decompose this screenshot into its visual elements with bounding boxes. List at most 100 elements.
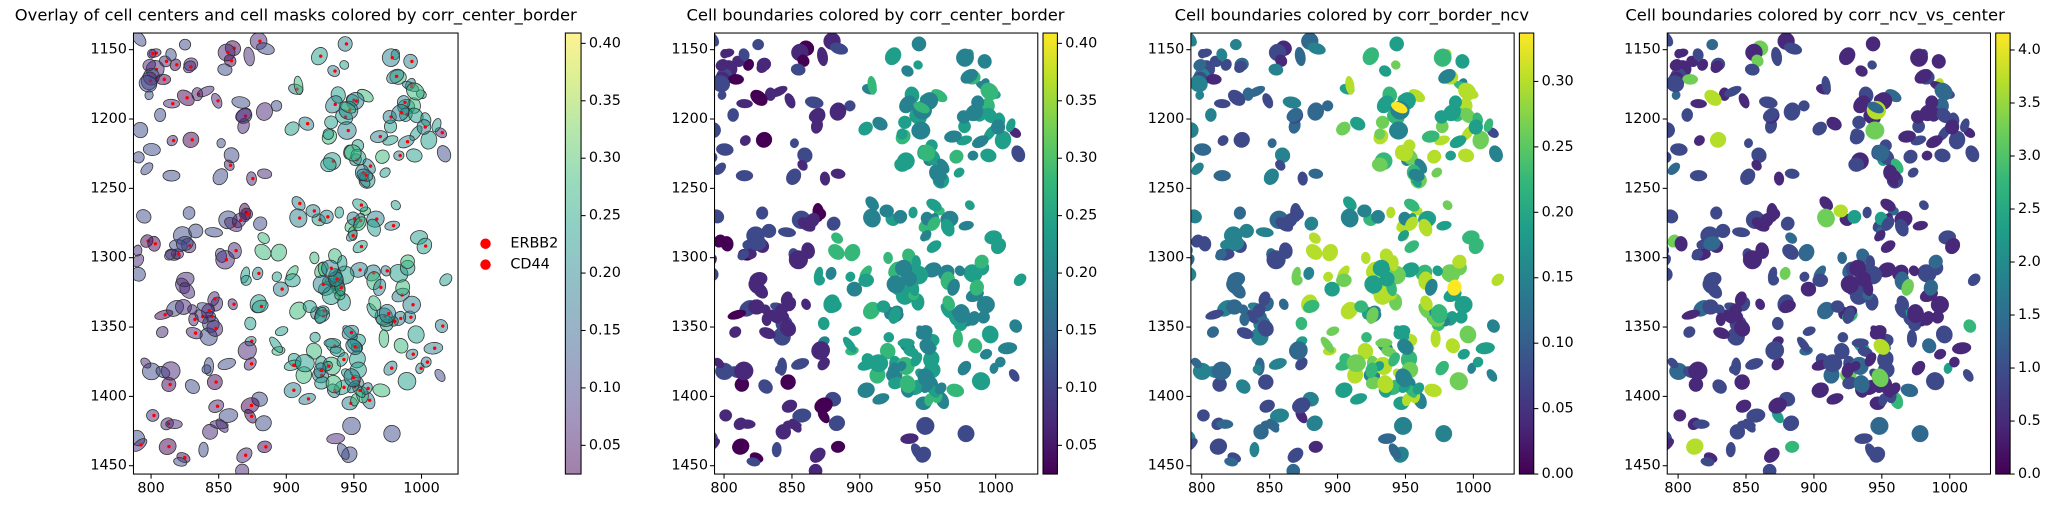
x-tick-label: 850 <box>1256 480 1283 496</box>
y-tick-label: 1450 <box>671 458 708 474</box>
cell-center <box>207 308 211 313</box>
cell <box>900 433 919 444</box>
cell-center <box>403 100 407 104</box>
x-tick-label: 800 <box>1188 480 1215 496</box>
cell <box>1257 320 1274 337</box>
cell <box>1784 168 1800 179</box>
cell <box>1226 236 1245 251</box>
cell <box>930 168 947 182</box>
cell <box>204 227 223 238</box>
cell <box>198 441 209 458</box>
cell <box>1213 170 1231 182</box>
cell <box>1873 338 1890 355</box>
cell <box>981 325 999 344</box>
cell <box>732 438 750 455</box>
cell <box>738 48 750 61</box>
cell <box>1898 130 1916 143</box>
cell-center <box>257 271 261 276</box>
cell <box>223 147 240 164</box>
x-tick-label: 900 <box>1800 480 1827 496</box>
cell-center <box>378 134 383 139</box>
cell <box>919 338 936 355</box>
x-tick-label: 900 <box>273 480 300 496</box>
cell <box>829 42 849 55</box>
cell <box>1854 433 1873 444</box>
cell <box>160 361 181 381</box>
cell <box>1445 150 1457 161</box>
cell <box>964 200 975 211</box>
cell-center <box>411 352 415 356</box>
cell <box>965 104 984 122</box>
cell-center <box>405 140 410 144</box>
cell-center <box>306 397 311 401</box>
cell <box>1751 159 1762 171</box>
cell <box>1934 82 1953 101</box>
cell <box>1706 282 1723 299</box>
y-tick-label: 1400 <box>90 388 127 404</box>
cell <box>1436 220 1452 231</box>
cell <box>1894 218 1909 237</box>
y-tick-label: 1300 <box>1148 250 1185 266</box>
cell-center <box>364 173 368 177</box>
cell <box>994 130 1012 150</box>
cell <box>1193 59 1207 72</box>
cell <box>1393 416 1413 435</box>
cell <box>175 299 192 315</box>
cell <box>1934 348 1947 360</box>
colorbar-tick-label: 0.30 <box>589 150 621 166</box>
cell <box>1926 135 1943 149</box>
cell <box>406 82 425 101</box>
cell <box>1733 320 1751 337</box>
cell <box>1667 162 1681 176</box>
cell <box>1249 441 1260 458</box>
cell <box>1442 200 1453 211</box>
cell <box>1457 348 1470 360</box>
cell <box>736 99 753 109</box>
cell <box>1323 271 1334 282</box>
cell <box>1948 130 1966 150</box>
cell <box>1308 440 1323 453</box>
colorbar-tick-label: 0.10 <box>1542 335 1574 351</box>
cell-center <box>193 331 198 335</box>
cell <box>1295 316 1308 331</box>
cell <box>1732 227 1751 238</box>
colorbar-tick-label: 0.30 <box>1542 73 1574 89</box>
cell <box>1235 379 1251 394</box>
cell-center <box>423 244 428 248</box>
cell <box>1421 130 1440 143</box>
cell <box>1702 299 1719 315</box>
cell-center <box>193 317 197 322</box>
cell <box>1740 168 1756 185</box>
cell <box>935 382 947 395</box>
cell <box>956 48 974 67</box>
x-tick-label: 850 <box>1732 480 1759 496</box>
cell-center <box>387 311 391 316</box>
cell <box>1239 312 1250 327</box>
y-tick-label: 1250 <box>1624 180 1661 196</box>
colorbar-tick-label: 0.20 <box>1542 204 1574 220</box>
cell <box>814 275 825 286</box>
cell-center <box>432 346 437 350</box>
cell <box>1934 148 1951 163</box>
cell <box>789 138 799 149</box>
y-tick-label: 1400 <box>1624 388 1661 404</box>
colorbar-tick-label: 0.05 <box>1065 437 1097 453</box>
cell <box>1688 361 1708 381</box>
cell <box>1303 266 1315 280</box>
cell <box>257 232 270 244</box>
cell <box>1884 168 1902 182</box>
cell <box>1765 341 1785 360</box>
cell <box>1268 358 1287 370</box>
cell <box>926 240 942 253</box>
cell <box>1821 75 1831 95</box>
cell <box>1224 457 1238 467</box>
cell <box>1239 223 1254 239</box>
cell <box>235 463 250 475</box>
cell <box>1196 409 1210 422</box>
cell <box>1011 145 1026 163</box>
cell <box>1670 143 1688 156</box>
cell <box>1306 415 1323 432</box>
cell <box>814 397 833 414</box>
cell <box>1674 48 1684 59</box>
cell <box>1690 99 1707 109</box>
